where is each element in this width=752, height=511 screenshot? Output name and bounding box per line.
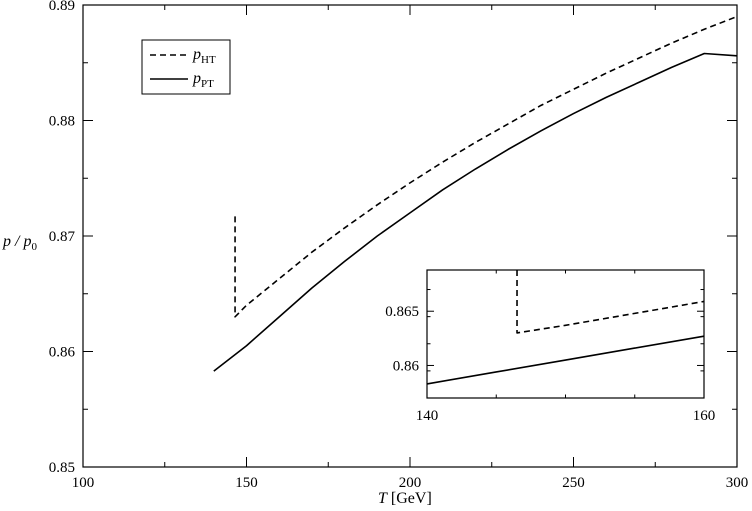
y-axis-label: p / p0 [2,233,37,253]
legend-label-pt: pPT [192,70,214,90]
inset-plot: 140 160 0.86 0.865 [385,269,716,424]
main-y-tick-label: 0.87 [49,229,76,245]
legend-label-ht-main: p [192,46,201,63]
inset-y-tick-label: 0.86 [393,358,420,374]
main-series-line-solid [213,52,738,372]
legend-label-ht: pHT [192,46,216,66]
main-x-tick-label: 300 [726,475,749,491]
main-y-tick-label: 0.89 [49,0,75,14]
legend-label-pt-main: p [192,70,201,87]
main-x-tick-label: 250 [562,475,585,491]
legend-label-pt-sub: PT [201,78,214,90]
main-series-line-dashed [234,15,738,318]
main-x-tick-label: 150 [235,475,258,491]
inset-series-line-dashed [516,270,705,334]
legend-label-ht-sub: HT [201,54,216,66]
inset-y-tick-label: 0.865 [385,304,419,320]
inset-x-tick-label: 160 [693,408,716,424]
legend-box [141,39,231,95]
inset-frame [426,269,705,399]
x-axis-label: T [GeV] [378,490,432,507]
main-y-tick-label: 0.86 [49,345,76,361]
main-x-tick-label: 100 [72,475,95,491]
legend: pHT pPT [141,39,231,95]
inset-x-tick-label: 140 [416,408,439,424]
main-y-tick-label: 0.85 [49,460,75,476]
inset-series-line-solid [426,335,705,385]
main-y-tick-label: 0.88 [49,114,75,130]
main-x-tick-label: 200 [399,475,422,491]
